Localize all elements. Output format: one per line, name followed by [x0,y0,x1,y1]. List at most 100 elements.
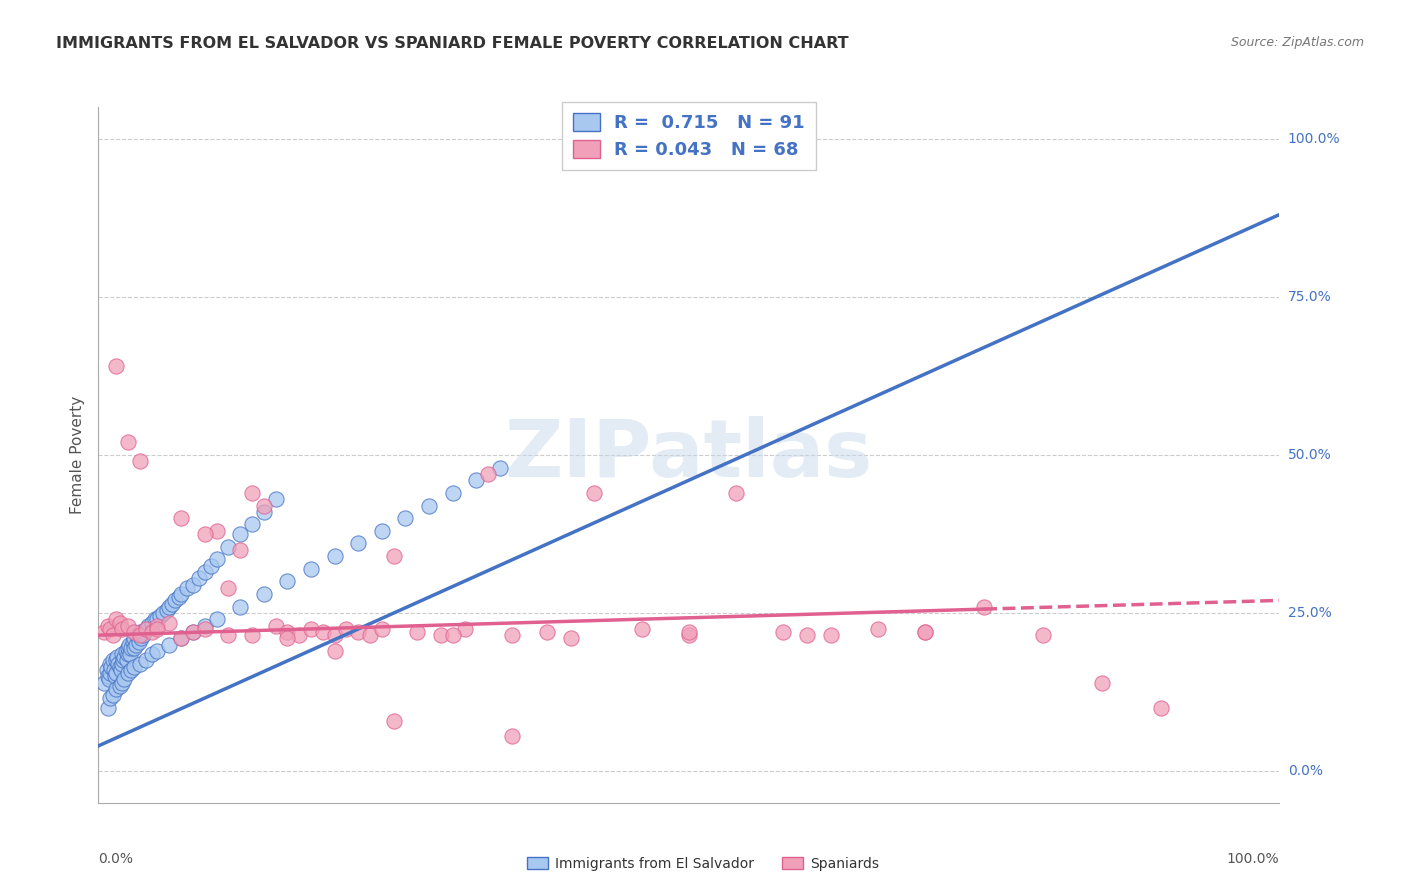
Point [98,622,121,636]
Point [229,542,252,557]
Point [560,632,582,646]
Point [229,599,252,614]
Point [914,625,936,640]
Point [129,632,152,646]
Point [441,486,464,500]
Point [240,486,263,500]
Legend: Immigrants from El Salvador, Spaniards: Immigrants from El Salvador, Spaniards [522,851,884,876]
Point [122,632,145,646]
Point [170,632,193,646]
Point [135,622,157,636]
Point [117,435,139,450]
Point [167,591,190,605]
Point [205,524,228,538]
Text: 100.0%: 100.0% [1288,132,1340,145]
Point [141,615,163,630]
Point [98,657,121,671]
Point [820,628,842,642]
Point [501,730,523,744]
Point [128,657,150,671]
Point [359,628,381,642]
Point [725,486,748,500]
Point [112,650,135,665]
Point [253,587,276,601]
Point [678,628,700,642]
Point [973,599,995,614]
Point [143,612,166,626]
Point [630,622,652,636]
Point [107,657,129,671]
Point [105,666,128,681]
Point [146,612,169,626]
Point [112,673,135,687]
Point [501,628,523,642]
Point [264,492,287,507]
Point [117,640,139,655]
Point [146,644,169,658]
Point [98,673,121,687]
Point [772,625,794,640]
Point [157,638,180,652]
Point [121,640,143,655]
Point [170,511,193,525]
Text: 25.0%: 25.0% [1288,606,1331,620]
Point [181,577,204,591]
Point [111,675,134,690]
Point [115,653,138,667]
Point [382,714,405,728]
Point [141,647,163,661]
Point [288,628,311,642]
Text: 50.0%: 50.0% [1288,448,1331,462]
Point [100,660,122,674]
Point [101,628,124,642]
Point [101,653,124,667]
Point [229,527,252,541]
Point [371,622,394,636]
Point [194,622,217,636]
Point [489,460,512,475]
Text: IMMIGRANTS FROM EL SALVADOR VS SPANIARD FEMALE POVERTY CORRELATION CHART: IMMIGRANTS FROM EL SALVADOR VS SPANIARD … [56,36,849,51]
Point [97,618,120,632]
Point [117,666,139,681]
Point [253,505,276,519]
Point [96,663,118,677]
Point [430,628,453,642]
Point [105,653,128,667]
Y-axis label: Female Poverty: Female Poverty [69,396,84,514]
Point [176,581,198,595]
Point [299,562,322,576]
Point [276,574,298,589]
Point [394,511,416,525]
Point [240,628,263,642]
Text: Source: ZipAtlas.com: Source: ZipAtlas.com [1230,36,1364,49]
Point [299,622,322,636]
Point [194,565,217,579]
Point [253,499,276,513]
Point [141,625,163,640]
Point [97,701,120,715]
Point [117,618,139,632]
Point [125,638,148,652]
Point [105,650,128,665]
Point [157,615,180,630]
Point [121,663,143,677]
Point [135,622,157,636]
Point [217,628,239,642]
Point [205,552,228,566]
Point [132,628,155,642]
Point [453,622,475,636]
Point [323,549,346,563]
Point [205,612,228,626]
Point [98,666,121,681]
Point [128,634,150,648]
Point [536,625,558,640]
Point [371,524,394,538]
Point [170,587,193,601]
Point [914,625,936,640]
Point [347,536,370,550]
Point [276,625,298,640]
Point [323,628,346,642]
Point [110,663,132,677]
Point [135,653,157,667]
Point [217,581,239,595]
